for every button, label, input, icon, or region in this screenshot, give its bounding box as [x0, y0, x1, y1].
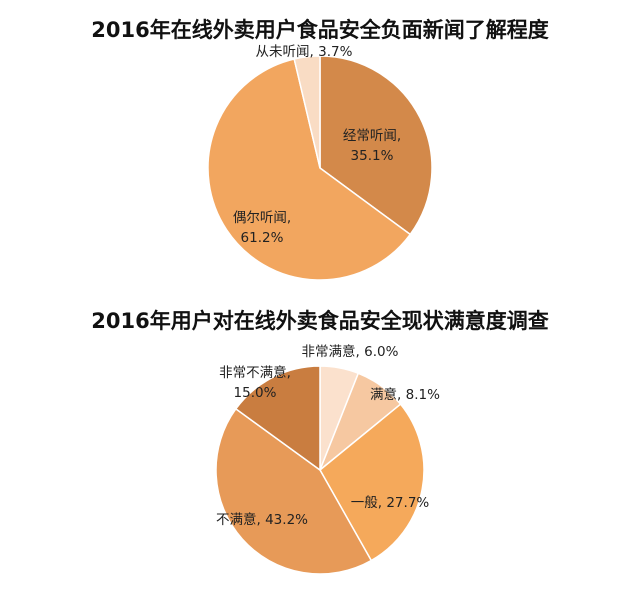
slice-label: 偶尔听闻, 61.2%	[233, 210, 291, 246]
pie-slice	[215, 407, 373, 575]
chart-title-satisfaction: 2016年用户对在线外卖食品安全现状满意度调查	[91, 309, 549, 333]
pie-slice	[319, 403, 425, 562]
chart-title-awareness: 2016年在线外卖用户食品安全负面新闻了解程度	[91, 18, 549, 42]
pie-slice	[234, 365, 321, 472]
slice-label: 经常听闻, 35.1%	[343, 128, 401, 164]
slice-label: 非常不满意, 15.0%	[219, 364, 291, 401]
pie-slice	[207, 58, 412, 281]
slice-label: 从未听闻, 3.7%	[256, 44, 353, 60]
pie-slice	[319, 55, 433, 236]
slice-label: 一般, 27.7%	[351, 495, 430, 511]
pie-chart-satisfaction: 非常满意, 6.0% 满意, 8.1% 一般, 27.7% 不满意, 43.2% 非常不…	[215, 343, 440, 575]
pie-chart-awareness: 经常听闻, 35.1% 偶尔听闻, 61.2% 从未听闻, 3.7%	[207, 44, 433, 281]
slice-label: 不满意, 43.2%	[216, 511, 308, 528]
slice-label: 非常满意, 6.0%	[302, 343, 399, 360]
slice-label: 满意, 8.1%	[370, 386, 440, 403]
pie-slice	[293, 55, 321, 169]
